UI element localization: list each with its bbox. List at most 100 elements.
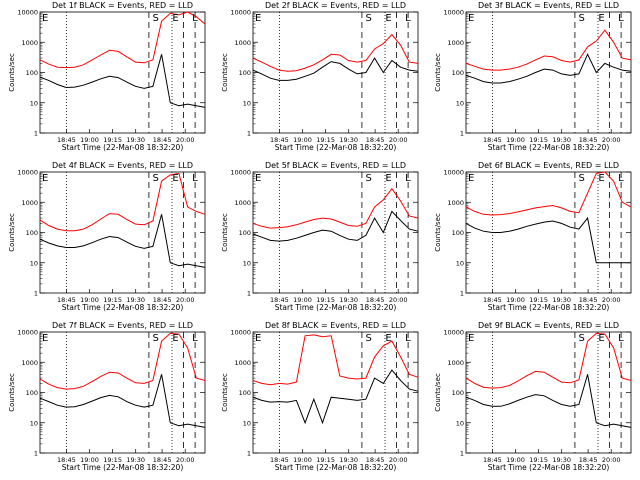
y-tick-label: 1	[34, 450, 38, 458]
plot-frame	[252, 11, 419, 134]
interval-marker: E	[255, 173, 261, 184]
interval-marker: E	[468, 333, 474, 344]
y-tick-label: 10000	[230, 329, 251, 337]
series-red	[39, 332, 206, 390]
y-tick-label: 1000	[21, 199, 38, 207]
series-red	[39, 172, 206, 232]
plot-title: Det 1f BLACK = Events, RED = LLD	[52, 1, 193, 10]
detector-plot-7: Det 7f BLACK = Events, RED = LLD 1 10 100 10…	[8, 321, 206, 472]
x-tick-label: 18:45	[579, 136, 598, 144]
y-tick-label: 1000	[21, 359, 38, 367]
interval-marker: L	[192, 333, 198, 344]
x-axis-label: Start Time (22-Mar-08 18:32:20)	[275, 463, 397, 472]
detector-plot-1: Det 1f BLACK = Events, RED = LLD 1 10 100 10…	[8, 1, 206, 152]
x-tick-label: 19:00	[293, 136, 312, 144]
y-tick-label: 1	[247, 290, 251, 298]
series-black	[39, 214, 206, 268]
y-tick-label: 10	[456, 419, 464, 427]
x-tick-label: 19:15	[316, 456, 335, 464]
y-tick-label: 100	[26, 229, 38, 237]
series-black	[39, 54, 206, 108]
x-axis-label: Start Time (22-Mar-08 18:32:20)	[62, 463, 184, 472]
y-tick-label: 1	[34, 290, 38, 298]
x-tick-label: 18:45	[483, 296, 502, 304]
x-tick-label: 18:45	[153, 456, 172, 464]
y-tick-label: 10000	[17, 9, 38, 17]
interval-marker: S	[579, 173, 585, 184]
y-tick-label: 1	[460, 130, 464, 138]
x-tick-label: 18:45	[57, 456, 76, 464]
y-tick-label: 10	[30, 419, 38, 427]
x-tick-label: 19:15	[316, 296, 335, 304]
interval-marker: L	[405, 333, 411, 344]
interval-marker: L	[192, 173, 198, 184]
y-tick-label: 1	[247, 130, 251, 138]
series-red	[252, 334, 419, 386]
interval-marker: E	[42, 333, 48, 344]
y-axis-label: Counts/sec	[8, 213, 16, 252]
y-tick-label: 100	[452, 389, 464, 397]
interval-marker: E	[42, 173, 48, 184]
x-tick-label: 20:00	[602, 456, 621, 464]
x-tick-label: 19:30	[126, 456, 145, 464]
y-tick-label: 100	[26, 389, 38, 397]
x-tick-label: 20:00	[602, 296, 621, 304]
x-tick-label: 19:15	[103, 296, 122, 304]
y-axis-label: Counts/sec	[221, 373, 229, 412]
y-axis-label: Counts/sec	[434, 53, 442, 92]
y-tick-label: 10	[456, 99, 464, 107]
detector-plot-9: Det 9f BLACK = Events, RED = LLD 1 10 100 10…	[434, 321, 632, 472]
interval-marker: E	[42, 13, 48, 24]
y-tick-label: 10000	[443, 9, 464, 17]
interval-marker: E	[172, 333, 178, 344]
y-tick-label: 100	[452, 229, 464, 237]
interval-marker: S	[366, 13, 372, 24]
y-tick-label: 1000	[234, 359, 251, 367]
interval-marker: E	[385, 173, 391, 184]
interval-marker: S	[366, 333, 372, 344]
x-tick-label: 19:00	[293, 456, 312, 464]
y-tick-label: 1000	[234, 199, 251, 207]
y-tick-label: 10000	[443, 169, 464, 177]
interval-marker: S	[579, 333, 585, 344]
x-tick-label: 19:30	[552, 296, 571, 304]
y-tick-label: 1000	[447, 199, 464, 207]
plot-title: Det 7f BLACK = Events, RED = LLD	[52, 321, 193, 330]
x-tick-label: 19:00	[80, 456, 99, 464]
plot-title: Det 2f BLACK = Events, RED = LLD	[265, 1, 406, 10]
interval-marker: E	[172, 13, 178, 24]
detector-plot-3: Det 3f BLACK = Events, RED = LLD 1 10 100 10…	[434, 1, 632, 152]
x-tick-label: 20:00	[176, 136, 195, 144]
x-tick-label: 20:00	[389, 136, 408, 144]
series-black	[39, 374, 206, 428]
y-tick-label: 10	[243, 99, 251, 107]
x-axis-label: Start Time (22-Mar-08 18:32:20)	[488, 303, 610, 312]
plot-frame	[39, 11, 206, 134]
plot-title: Det 4f BLACK = Events, RED = LLD	[52, 161, 193, 170]
y-tick-label: 10	[456, 259, 464, 267]
series-black	[465, 53, 632, 84]
y-axis-label: Counts/sec	[8, 53, 16, 92]
x-tick-label: 19:00	[506, 136, 525, 144]
y-tick-label: 10	[243, 419, 251, 427]
x-tick-label: 19:30	[339, 136, 358, 144]
y-tick-label: 100	[26, 69, 38, 77]
x-axis-label: Start Time (22-Mar-08 18:32:20)	[62, 303, 184, 312]
x-tick-label: 18:45	[153, 136, 172, 144]
x-axis-label: Start Time (22-Mar-08 18:32:20)	[488, 143, 610, 152]
y-axis-label: Counts/sec	[221, 53, 229, 92]
series-black	[465, 374, 632, 428]
interval-marker: L	[405, 173, 411, 184]
interval-marker: E	[385, 13, 391, 24]
x-tick-label: 19:30	[339, 456, 358, 464]
x-tick-label: 20:00	[389, 456, 408, 464]
y-tick-label: 1	[247, 450, 251, 458]
x-axis-label: Start Time (22-Mar-08 18:32:20)	[275, 303, 397, 312]
x-tick-label: 19:00	[293, 296, 312, 304]
x-axis-label: Start Time (22-Mar-08 18:32:20)	[488, 463, 610, 472]
detector-plot-5: Det 5f BLACK = Events, RED = LLD 1 10 100 10…	[221, 161, 419, 312]
plot-frame	[465, 11, 632, 134]
plot-title: Det 5f BLACK = Events, RED = LLD	[265, 161, 406, 170]
interval-marker: L	[618, 13, 624, 24]
x-tick-label: 18:45	[366, 136, 385, 144]
